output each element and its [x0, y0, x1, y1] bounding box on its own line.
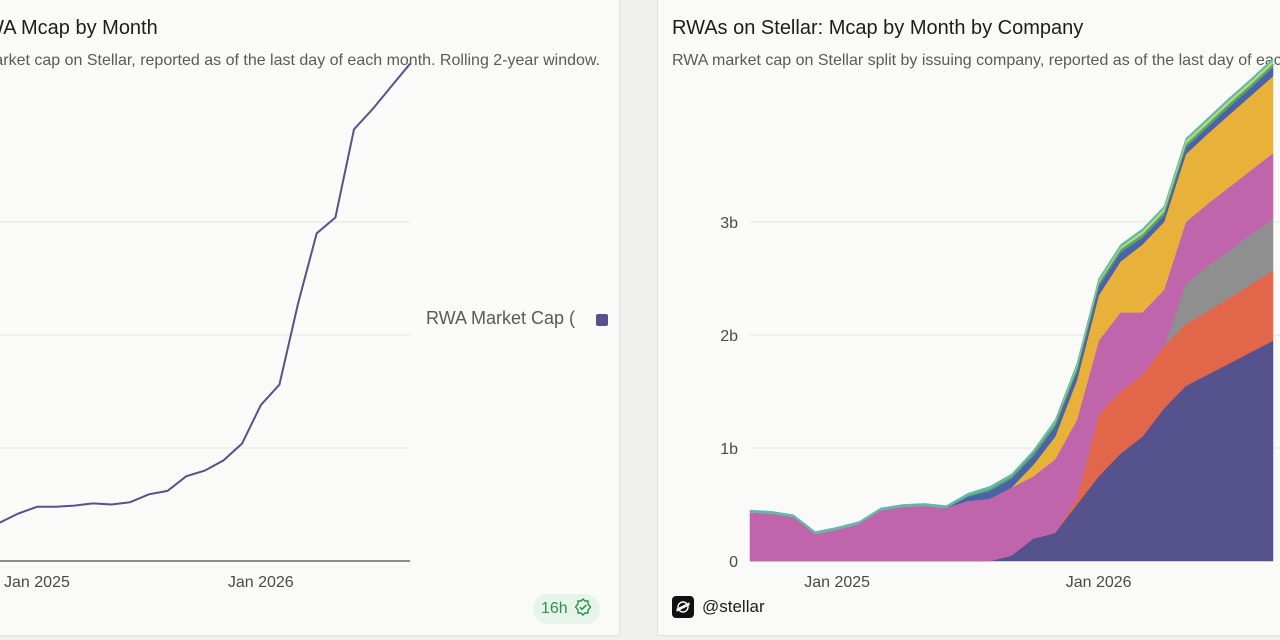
x-tick-label: Jan 2025 — [4, 574, 70, 591]
y-tick-label: 1b — [720, 441, 738, 458]
area-series-9 — [749, 57, 1274, 535]
y-tick-label: 3b — [720, 215, 738, 232]
brand-handle: @stellar — [702, 597, 765, 616]
legend-label[interactable]: RWA Market Cap ( — [426, 308, 576, 328]
brand-attribution[interactable]: @stellar — [672, 596, 765, 618]
freshness-badge[interactable]: 16h — [533, 594, 600, 624]
chart-title: RWA Mcap by Month — [0, 17, 158, 39]
stacked-area-chart: 0 1b 2b 3b Jan 2025 Jan 2026 — [720, 57, 1280, 591]
y-tick-label: 2b — [720, 328, 738, 345]
x-tick-label: Jan 2025 — [804, 574, 870, 591]
x-tick-label: Jan 2026 — [1066, 574, 1132, 591]
series-line-rwa-market-cap — [0, 63, 411, 524]
verified-check-icon — [574, 597, 592, 621]
stellar-logo-icon — [672, 596, 694, 618]
x-tick-label: Jan 2026 — [228, 574, 294, 591]
chart-panel-rwa-mcap: RWA Mcap by Month RWA market cap on Stel… — [0, 0, 620, 636]
chart-panel-mcap-by-company: RWAs on Stellar: Mcap by Month by Compan… — [657, 0, 1280, 636]
chart-subtitle: RWA market cap on Stellar, reported as o… — [0, 52, 601, 69]
legend-swatch — [596, 314, 608, 326]
badge-text: 16h — [541, 600, 568, 617]
y-tick-label: 0 — [729, 554, 738, 571]
line-chart: Jan 2025 Jan 2026 — [0, 63, 411, 591]
chart-subtitle: RWA market cap on Stellar split by issui… — [672, 52, 1280, 69]
chart-title: RWAs on Stellar: Mcap by Month by Compan… — [672, 17, 1084, 39]
